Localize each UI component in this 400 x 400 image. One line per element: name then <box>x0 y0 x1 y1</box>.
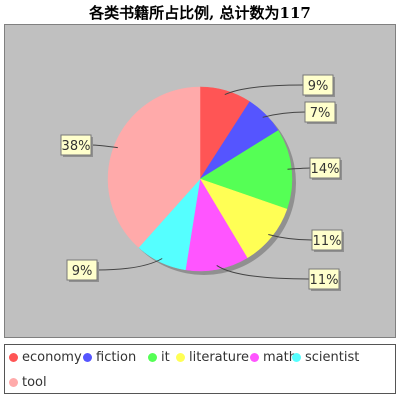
leader-line-fiction <box>262 111 306 118</box>
legend-swatch-scientist <box>292 353 301 362</box>
leader-line-it <box>287 167 311 170</box>
legend-item-tool: tool <box>9 375 47 390</box>
slice-label-it: 14% <box>309 157 342 180</box>
pie-slice-math <box>185 178 248 272</box>
legend-swatch-math <box>250 353 259 362</box>
legend-item-economy: economy <box>9 350 82 365</box>
legend-swatch-economy <box>9 353 18 362</box>
chart-legend: economy fiction it literature math scientist t… <box>4 344 396 394</box>
legend-label-tool: tool <box>22 375 47 390</box>
pie-slice-tool <box>107 86 201 248</box>
legend-item-scientist: scientist <box>292 350 359 365</box>
slice-label-math: 11% <box>308 268 341 291</box>
slice-label-text-fiction: 7% <box>310 106 331 121</box>
pie-slice-literature <box>199 178 288 259</box>
slice-label-text-math: 11% <box>310 273 339 288</box>
leader-line-scientist <box>96 258 163 271</box>
legend-swatch-tool <box>9 378 18 387</box>
legend-item-it: it <box>148 350 170 365</box>
slice-label-text-scientist: 9% <box>72 264 93 279</box>
slice-label-text-tool: 38% <box>62 139 91 154</box>
legend-item-literature: literature <box>176 350 249 365</box>
legend-label-economy: economy <box>22 350 82 365</box>
slice-label-fiction: 7% <box>304 101 337 124</box>
slice-labels: 9% 7% 14% 11% 11% 9% 38% <box>60 74 344 291</box>
legend-label-scientist: scientist <box>305 350 360 365</box>
legend-label-math: math <box>263 350 297 365</box>
slice-label-literature: 11% <box>311 229 344 252</box>
pie-slices <box>107 86 293 272</box>
pie-plot-area: 9% 7% 14% 11% 11% 9% 38% <box>4 24 396 338</box>
chart-title: 各类书籍所占比例, 总计数为117 <box>89 4 311 22</box>
legend-item-math: math <box>250 350 297 365</box>
slice-label-tool: 38% <box>60 134 93 157</box>
legend-label-literature: literature <box>189 350 250 365</box>
legend-swatch-it <box>148 353 157 362</box>
slice-label-text-it: 14% <box>311 162 340 177</box>
slice-label-economy: 9% <box>302 74 335 97</box>
leader-line-math <box>216 264 310 280</box>
legend-label-it: it <box>161 350 170 365</box>
slice-label-text-literature: 11% <box>313 234 342 249</box>
legend-item-fiction: fiction <box>83 350 136 365</box>
label-leader-lines <box>90 84 313 280</box>
legend-swatch-literature <box>176 353 185 362</box>
leader-line-economy <box>224 84 304 96</box>
legend-label-fiction: fiction <box>96 350 137 365</box>
slice-label-text-economy: 9% <box>308 79 329 94</box>
legend-swatch-fiction <box>83 353 92 362</box>
slice-label-scientist: 9% <box>66 259 99 282</box>
leader-line-literature <box>268 234 313 241</box>
